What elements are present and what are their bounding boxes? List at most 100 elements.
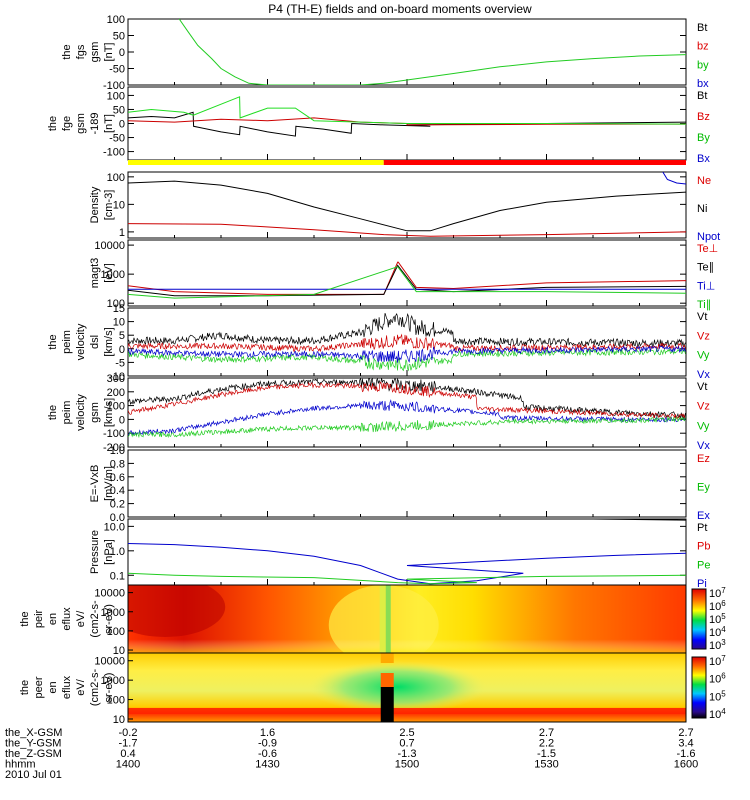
- y-tick-label: 100: [107, 298, 125, 310]
- y-axis-label: peir: [33, 609, 45, 628]
- x-tick-label: 2.5: [399, 727, 414, 739]
- x-tick-label: 1400: [116, 759, 140, 771]
- y-axis-label: magt3: [89, 258, 101, 289]
- y-axis-label: Density: [89, 186, 101, 223]
- colorbar-tick-label: 103: [709, 638, 726, 652]
- series-density-Ne: [128, 223, 686, 237]
- panel-fgs: 100 50 0 -50 -100 Bt bz by bx the fgs gsm [nT]: [61, 14, 709, 92]
- y-tick-label: 0.8: [110, 458, 125, 470]
- y-tick-label: 0: [119, 47, 125, 59]
- colorbar-tick-label: 107: [709, 586, 726, 600]
- legend-item: Pb: [697, 541, 710, 553]
- x-row-label: the_Y-GSM: [5, 738, 61, 750]
- x-tick-label: 1530: [534, 759, 558, 771]
- legend-item: Te∥: [697, 262, 714, 274]
- y-axis-label: en: [47, 613, 59, 625]
- legend-item: Vy: [697, 350, 710, 362]
- y-tick-label: 0.1: [110, 570, 125, 582]
- legend-item: bz: [697, 41, 709, 53]
- y-tick-label: 100: [107, 90, 125, 102]
- colorbar-tick-label: 104: [709, 707, 726, 721]
- y-axis-label: peim: [61, 330, 73, 354]
- y-axis-label: fgs: [75, 44, 87, 59]
- electron_spectrogram-image: [128, 653, 686, 722]
- x-tick-label: -0.9: [258, 738, 277, 750]
- legend-item: By: [697, 132, 710, 144]
- y-axis-label: fge: [61, 116, 73, 131]
- y-axis-label: velocity: [75, 323, 87, 360]
- y-tick-label: 1.0: [110, 546, 125, 558]
- series-velocity_dsl-Vx: [128, 344, 686, 363]
- colorbar: [691, 656, 707, 719]
- legend-item: Bt: [697, 22, 707, 34]
- y-axis-label: [nT]: [103, 114, 115, 133]
- legend-item: Pt: [697, 522, 707, 534]
- x-axis-annotations: the_X-GSM -0.2 1.6 2.5 2.7 2.7 the_Y-GSM -1.7 -0…: [5, 727, 698, 781]
- y-axis-label: peim: [61, 401, 73, 425]
- legend-item: Ne: [697, 175, 711, 187]
- legend-item: Ti∥: [697, 299, 711, 311]
- y-tick-label: 15: [113, 303, 125, 315]
- y-tick-label: 1.0: [110, 445, 125, 457]
- panel-frame: [127, 518, 687, 586]
- y-axis-label: the: [47, 116, 59, 131]
- y-tick-label: -200: [103, 442, 125, 454]
- x-row-label: the_Z-GSM: [5, 748, 62, 760]
- y-tick-label: -50: [109, 133, 125, 145]
- legend-item: Npot: [697, 231, 720, 243]
- y-axis-label: eV/: [75, 610, 87, 627]
- x-tick-label: -1.6: [677, 748, 696, 760]
- x-row-label: hhmm: [5, 759, 36, 771]
- y-axis-label: eV/: [75, 678, 87, 695]
- legend-item: Vz: [697, 330, 710, 342]
- y-tick-label: 50: [113, 104, 125, 116]
- y-axis-label: the: [19, 680, 31, 695]
- y-tick-label: -100: [103, 428, 125, 440]
- y-tick-label: 1000: [101, 269, 125, 281]
- x-row-label: the_X-GSM: [5, 727, 62, 739]
- y-axis-label: [km/s]: [103, 398, 115, 427]
- x-tick-label: 2.2: [539, 738, 554, 750]
- y-axis-label: E=-VxB: [89, 465, 101, 503]
- series-fge-Bz: [128, 117, 686, 126]
- y-tick-label: 0.4: [110, 485, 125, 497]
- y-tick-label: 200: [107, 387, 125, 399]
- series-fgs-by: [178, 19, 686, 85]
- y-tick-label: 0: [119, 414, 125, 426]
- y-axis-label: velocity: [75, 394, 87, 431]
- y-tick-label: 100: [107, 695, 125, 707]
- y-tick-label: 300: [107, 373, 125, 385]
- y-axis-label: en: [47, 681, 59, 693]
- y-axis-label: the: [19, 611, 31, 626]
- y-axis-label: peer: [33, 676, 45, 698]
- y-axis-label: [nPa]: [103, 539, 115, 565]
- y-tick-label: 100: [107, 626, 125, 638]
- y-axis-label: (cm2-s-: [89, 600, 101, 638]
- series-pressure-Pi: [128, 543, 686, 585]
- panel-mode_bar: [128, 160, 686, 165]
- y-tick-label: 100: [107, 172, 125, 184]
- legend-item: Ex: [697, 510, 710, 522]
- legend-item: Vt: [697, 311, 707, 323]
- chart-title: P4 (TH-E) fields and on-board moments ov…: [268, 2, 532, 16]
- series-velocity_dsl-Vt: [128, 312, 686, 348]
- y-tick-label: 10000: [94, 588, 125, 600]
- series-velocity_dsl-Vz: [128, 333, 686, 353]
- panel-frame: [127, 18, 687, 86]
- y-tick-label: 10000: [94, 656, 125, 668]
- y-axis-label: gsm: [75, 113, 87, 134]
- x-tick-label: 1500: [395, 759, 419, 771]
- series-velocity_gsm-Vt: [128, 378, 686, 420]
- y-tick-label: -50: [109, 64, 125, 76]
- y-axis-label: sr-eV): [103, 673, 115, 703]
- y-axis-label: [nT]: [103, 43, 115, 62]
- series-pressure-Pe: [128, 572, 686, 585]
- date-label: 2010 Jul 01: [5, 769, 62, 781]
- series-velocity_gsm-Vx: [128, 399, 686, 436]
- x-tick-label: 3.4: [678, 738, 693, 750]
- panel-electron_spectrogram: 10000 1000 100 10 107 106 105 104 the peer en eflux…: [19, 652, 726, 726]
- panel-temperature: 10000 1000 100 Te⊥ Te∥ Ti⊥ Ti∥ magt3 [eV]: [89, 239, 718, 311]
- legend-item: Vx: [697, 369, 710, 381]
- y-tick-label: 0: [119, 344, 125, 356]
- y-axis-label: Pressure: [89, 530, 101, 574]
